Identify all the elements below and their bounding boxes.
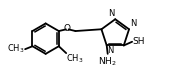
Text: O: O	[64, 24, 71, 33]
Text: SH: SH	[133, 37, 145, 46]
Text: CH$_3$: CH$_3$	[7, 43, 25, 55]
Text: N: N	[130, 19, 137, 28]
Text: CH$_3$: CH$_3$	[66, 53, 84, 65]
Text: NH$_2$: NH$_2$	[98, 55, 117, 68]
Text: N: N	[108, 9, 114, 18]
Text: N: N	[107, 46, 114, 55]
